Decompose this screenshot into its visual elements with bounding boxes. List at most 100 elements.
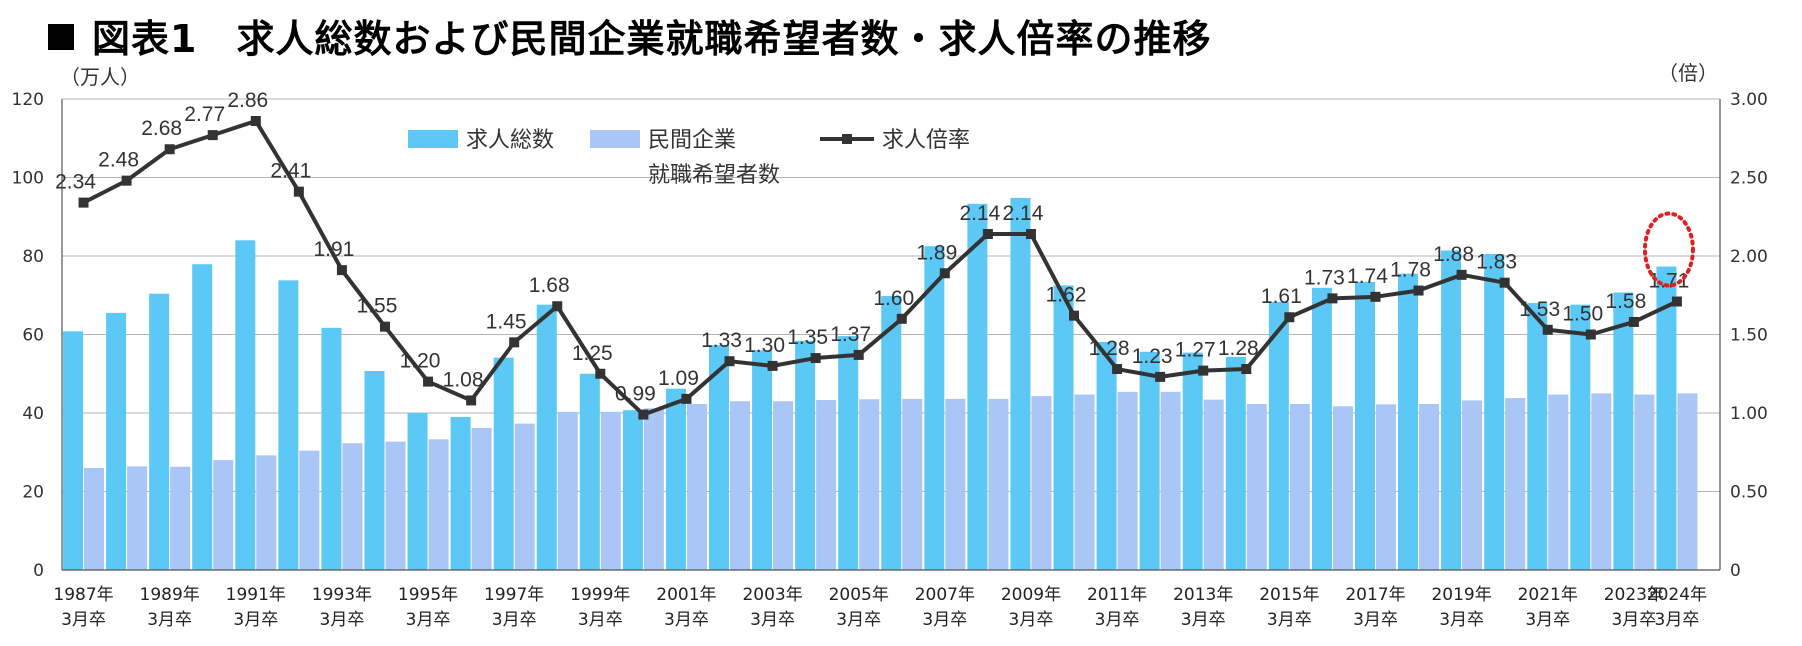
x-tick-year: 2015年 <box>1259 585 1319 605</box>
ratio-data-label: 1.50 <box>1562 303 1603 326</box>
bar-total-jobs <box>579 373 600 570</box>
chart-title-text: 図表1 求人総数および民間企業就職希望者数・求人倍率の推移 <box>92 17 1212 61</box>
x-tick-year: 2019年 <box>1431 585 1491 605</box>
ratio-marker <box>982 229 993 240</box>
x-tick-year: 2009年 <box>1001 585 1061 605</box>
ratio-data-label: 1.53 <box>1519 298 1560 321</box>
legend-swatch-job-seekers <box>590 130 640 148</box>
ratio-data-label: 1.23 <box>1132 345 1173 368</box>
x-tick-month: 3月卒 <box>1439 610 1484 630</box>
bar-total-jobs <box>1311 287 1332 570</box>
x-tick-year: 1989年 <box>140 585 200 605</box>
chart-title: 図表1 求人総数および民間企業就職希望者数・求人倍率の推移 <box>48 8 1211 63</box>
bar-total-jobs <box>1527 303 1548 570</box>
x-tick-month: 3月卒 <box>1267 610 1312 630</box>
ratio-marker <box>379 321 390 332</box>
x-tick-label: 1997年 3月卒 <box>484 585 544 630</box>
bar-job-seekers <box>643 408 664 570</box>
bar-job-seekers <box>1074 394 1095 570</box>
bar-total-jobs <box>1139 351 1160 570</box>
bar-job-seekers <box>1203 399 1224 570</box>
x-tick-month: 3月卒 <box>1181 610 1226 630</box>
x-tick-year: 1995年 <box>398 585 458 605</box>
x-tick-month: 3月卒 <box>147 610 192 630</box>
x-tick-month: 3月卒 <box>61 610 106 630</box>
bar-job-seekers <box>170 466 191 570</box>
ratio-marker <box>1112 364 1123 375</box>
bar-job-seekers <box>299 450 320 570</box>
bar-job-seekers <box>1677 393 1698 570</box>
bar-total-jobs <box>1398 273 1419 570</box>
x-tick-year: 1991年 <box>226 585 286 605</box>
x-tick-year: 2023年 <box>1604 585 1664 605</box>
x-tick-label: 2011年 3月卒 <box>1087 585 1147 630</box>
bar-job-seekers <box>1332 406 1353 570</box>
ratio-data-label: 1.30 <box>744 334 785 357</box>
ratio-data-label: 0.99 <box>615 383 656 406</box>
bar-job-seekers <box>600 411 621 570</box>
legend: 求人総数 民間企業就職希望者数 求人倍率 <box>408 128 970 188</box>
ratio-marker <box>638 409 649 420</box>
left-axis-tick-label: 60 <box>22 326 44 346</box>
ratio-data-label: 1.71 <box>1648 270 1689 293</box>
ratio-data-label: 1.83 <box>1476 251 1517 274</box>
bar-job-seekers <box>256 455 277 570</box>
x-tick-month: 3月卒 <box>1611 610 1656 630</box>
x-tick-label: 2019年 3月卒 <box>1431 585 1491 630</box>
ratio-marker <box>1241 364 1252 375</box>
x-tick-label: 1989年 3月卒 <box>140 585 200 630</box>
x-tick-label: 2007年 3月卒 <box>915 585 975 630</box>
bar-total-jobs <box>149 293 170 570</box>
bar-total-jobs <box>622 410 643 570</box>
bar-total-jobs <box>1182 352 1203 570</box>
ratio-marker <box>121 175 132 186</box>
x-tick-label: 2021年 3月卒 <box>1518 585 1578 630</box>
ratio-data-label: 2.86 <box>227 89 268 112</box>
ratio-data-label: 2.14 <box>1003 202 1044 225</box>
left-axis-tick-label: 120 <box>12 90 44 110</box>
right-axis-tick-label: 2.50 <box>1730 169 1768 189</box>
bar-total-jobs <box>795 340 816 570</box>
ratio-data-label: 1.89 <box>916 241 957 264</box>
bar-job-seekers <box>1548 394 1569 570</box>
bar-total-jobs <box>321 327 342 570</box>
x-tick-label: 2015年 3月卒 <box>1259 585 1319 630</box>
bar-job-seekers <box>1117 391 1138 570</box>
ratio-marker <box>552 301 563 312</box>
bar-total-jobs <box>1096 341 1117 570</box>
ratio-marker <box>423 376 434 387</box>
bar-total-jobs <box>493 357 514 570</box>
bar-job-seekers <box>127 466 148 570</box>
x-tick-year: 2003年 <box>742 585 802 605</box>
bar-job-seekers <box>730 401 751 570</box>
bar-total-jobs <box>63 331 84 570</box>
ratio-marker <box>78 197 89 208</box>
ratio-marker <box>336 265 347 276</box>
x-tick-month: 3月卒 <box>406 610 451 630</box>
left-axis-tick-label: 80 <box>22 247 44 267</box>
x-tick-label: 1993年 3月卒 <box>312 585 372 630</box>
ratio-marker <box>1456 269 1467 280</box>
bar-job-seekers <box>1419 403 1440 570</box>
bar-total-jobs <box>1053 285 1074 570</box>
bar-job-seekers <box>1031 396 1052 570</box>
highlight <box>1642 211 1695 288</box>
ratio-data-label: 1.35 <box>787 326 828 349</box>
ratio-marker <box>1198 365 1209 376</box>
axes: 0 0 20 0.50 40 1.00 60 1.50 80 2.00 100 2.50 120 3.00… <box>12 61 1768 581</box>
x-tick-year: 1987年 <box>53 585 113 605</box>
bar-total-jobs <box>1613 292 1634 570</box>
x-axis-labels: 1987年 3月卒 1989年 3月卒 1991年 3月卒 1993年 3月卒 1995年 3月卒… <box>53 585 1707 630</box>
bar-job-seekers <box>1591 393 1612 570</box>
x-tick-label: 2005年 3月卒 <box>829 585 889 630</box>
bar-total-jobs <box>450 416 471 570</box>
bar-total-jobs <box>407 413 428 570</box>
left-axis-tick-label: 0 <box>33 561 44 581</box>
right-axis-tick-label: 0 <box>1730 561 1741 581</box>
ratio-marker <box>939 268 950 279</box>
bar-total-jobs <box>752 350 773 570</box>
x-tick-label: 2017年 3月卒 <box>1345 585 1405 630</box>
ratio-data-label: 1.74 <box>1347 265 1388 288</box>
bar-job-seekers <box>773 401 794 570</box>
x-tick-year: 1997年 <box>484 585 544 605</box>
